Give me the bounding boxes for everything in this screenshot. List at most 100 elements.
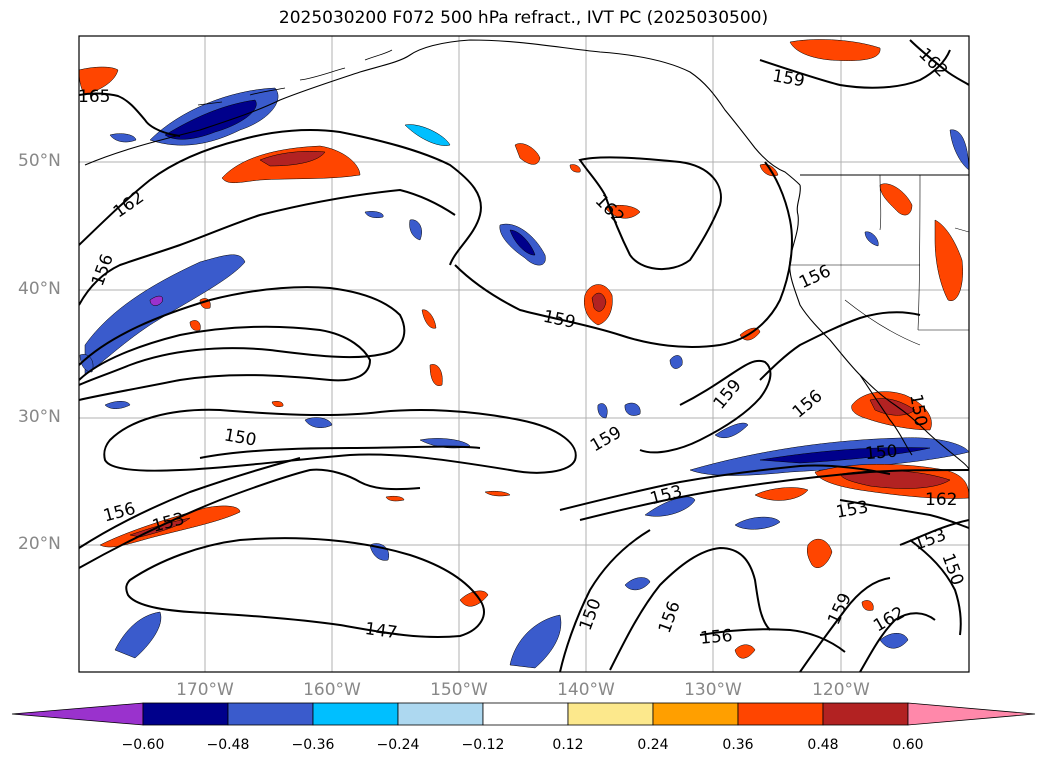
pos-patch-sm-5 — [459, 590, 489, 607]
colorbar — [11, 702, 1036, 726]
pos-patch-sm-1 — [514, 143, 541, 165]
neg-patch-east-band-core — [759, 447, 931, 464]
state-line-2 — [844, 299, 921, 346]
baja — [859, 374, 913, 456]
neg-patch-south-2 — [114, 611, 162, 659]
pos-patch-sm-9 — [734, 644, 756, 659]
neg-patch-small-2 — [304, 417, 333, 428]
pos-patch-sm-13 — [484, 490, 511, 497]
contour-165 — [79, 92, 181, 137]
colorbar-segment — [737, 702, 824, 726]
neg-patch-small-6 — [714, 422, 749, 439]
contour-153-se2 — [899, 519, 969, 546]
colorbar-tick-label: 0.48 — [807, 737, 839, 753]
colorbar-segment — [567, 702, 654, 726]
contour-150-se — [909, 539, 962, 636]
colorbar-tick-label: 0.24 — [637, 737, 669, 753]
contour-162-west — [79, 129, 482, 266]
pos-patch-sm-4 — [421, 309, 437, 329]
pos-patch-sm-2 — [604, 204, 641, 219]
contour-156-coast — [759, 311, 921, 381]
pos-patch-sm-17 — [569, 164, 581, 173]
contour-156-s2 — [699, 628, 846, 653]
neg-patch-small-11 — [409, 219, 422, 241]
contour-label: 162 — [925, 490, 957, 510]
colorbar-segment — [482, 702, 569, 726]
neg-patch-small-15 — [109, 133, 137, 143]
neg-patch-small-4 — [597, 403, 608, 419]
contour-label: 150 — [864, 442, 898, 465]
lat-label-40n: 40°N — [18, 279, 61, 299]
lon-label-120w: 120°W — [812, 680, 870, 700]
neg-patch-small-7 — [104, 401, 131, 409]
colorbar-extend-low — [11, 702, 144, 726]
chart-title: 2025030200 F072 500 hPa refract., IVT PC… — [278, 8, 769, 28]
contour-150-south — [559, 529, 651, 672]
colorbar-segment — [227, 702, 314, 726]
colorbar-tick-label: 0.36 — [722, 737, 754, 753]
lat-label-30n: 30°N — [18, 407, 61, 427]
contour-147 — [125, 537, 485, 639]
colorbar-segment — [142, 702, 229, 726]
colorbar-segment — [312, 702, 399, 726]
neg-patch-nw-coast — [949, 129, 969, 171]
contour-label: 165 — [78, 87, 110, 107]
contour-162-se — [859, 612, 936, 672]
contour-label-group: 165 162 162 156 150 156 153 147 162 159 … — [78, 44, 967, 648]
contour-153-east — [559, 464, 891, 511]
pos-patch-socal — [934, 219, 963, 301]
contour-159-se — [799, 577, 891, 672]
contour-156-west — [79, 188, 456, 306]
pos-patch-sm-15 — [271, 400, 284, 408]
lon-label-130w: 130°W — [684, 680, 742, 700]
contour-low-loop-1 — [79, 286, 406, 386]
lat-label-50n: 50°N — [18, 151, 61, 171]
neg-patch-small-13 — [364, 211, 384, 219]
colorbar-tick-label: −0.36 — [291, 737, 335, 753]
contour-150-east — [579, 469, 969, 521]
colorbar-tick-label: −0.48 — [206, 737, 250, 753]
pos-patch-sm-14 — [861, 600, 874, 611]
contour-156-sw — [79, 468, 421, 569]
neg-patch-small-1 — [404, 124, 451, 146]
pos-patch-central-core — [591, 292, 607, 312]
colorbar-tick-label: 0.12 — [552, 737, 584, 753]
pos-patch-sm-7 — [806, 538, 833, 568]
contour-162-central — [578, 156, 722, 271]
colorbar-tick-label: −0.24 — [376, 737, 420, 753]
contour-159-central — [454, 161, 793, 348]
pos-patch-sm-6 — [754, 487, 809, 501]
alaska-coast — [84, 39, 801, 186]
pos-patch-idaho — [879, 183, 913, 216]
contour-150-loop — [103, 408, 577, 474]
colorbar-segment — [397, 702, 484, 726]
aleutian-islands — [197, 49, 393, 106]
neg-patch-central-core — [509, 229, 536, 256]
neg-patch-small-8 — [669, 355, 683, 369]
lon-label-150w: 150°W — [430, 680, 488, 700]
contour-156-se — [609, 546, 771, 671]
neg-patch-west-core — [149, 295, 163, 306]
colorbar-tick-label: 0.60 — [892, 737, 924, 753]
neg-patch-small-14 — [864, 231, 879, 247]
contour-153-sw — [79, 457, 301, 549]
neg-patch-small-3 — [419, 438, 471, 449]
colorbar-segment — [822, 702, 909, 726]
lat-label-20n: 20°N — [18, 534, 61, 554]
neg-patch-small-10 — [624, 577, 651, 591]
colorbar-tick-label: −0.12 — [461, 737, 505, 753]
neg-patch-subtropic-2 — [734, 516, 781, 530]
pos-patch-north — [789, 39, 881, 61]
pos-patch-sm-11 — [189, 320, 201, 331]
contour-162-north — [909, 39, 969, 86]
lon-label-170w: 170°W — [176, 680, 234, 700]
pos-patch-nw-corner — [79, 66, 119, 96]
lon-label-140w: 140°W — [557, 680, 615, 700]
state-line-5 — [879, 174, 882, 231]
neg-patch-subtropic-1 — [644, 496, 696, 517]
contour-low-loop-2 — [79, 325, 372, 401]
contour-159-east — [639, 359, 772, 454]
neg-patch-small-5 — [624, 402, 641, 416]
neg-patch-small-9 — [879, 633, 909, 649]
